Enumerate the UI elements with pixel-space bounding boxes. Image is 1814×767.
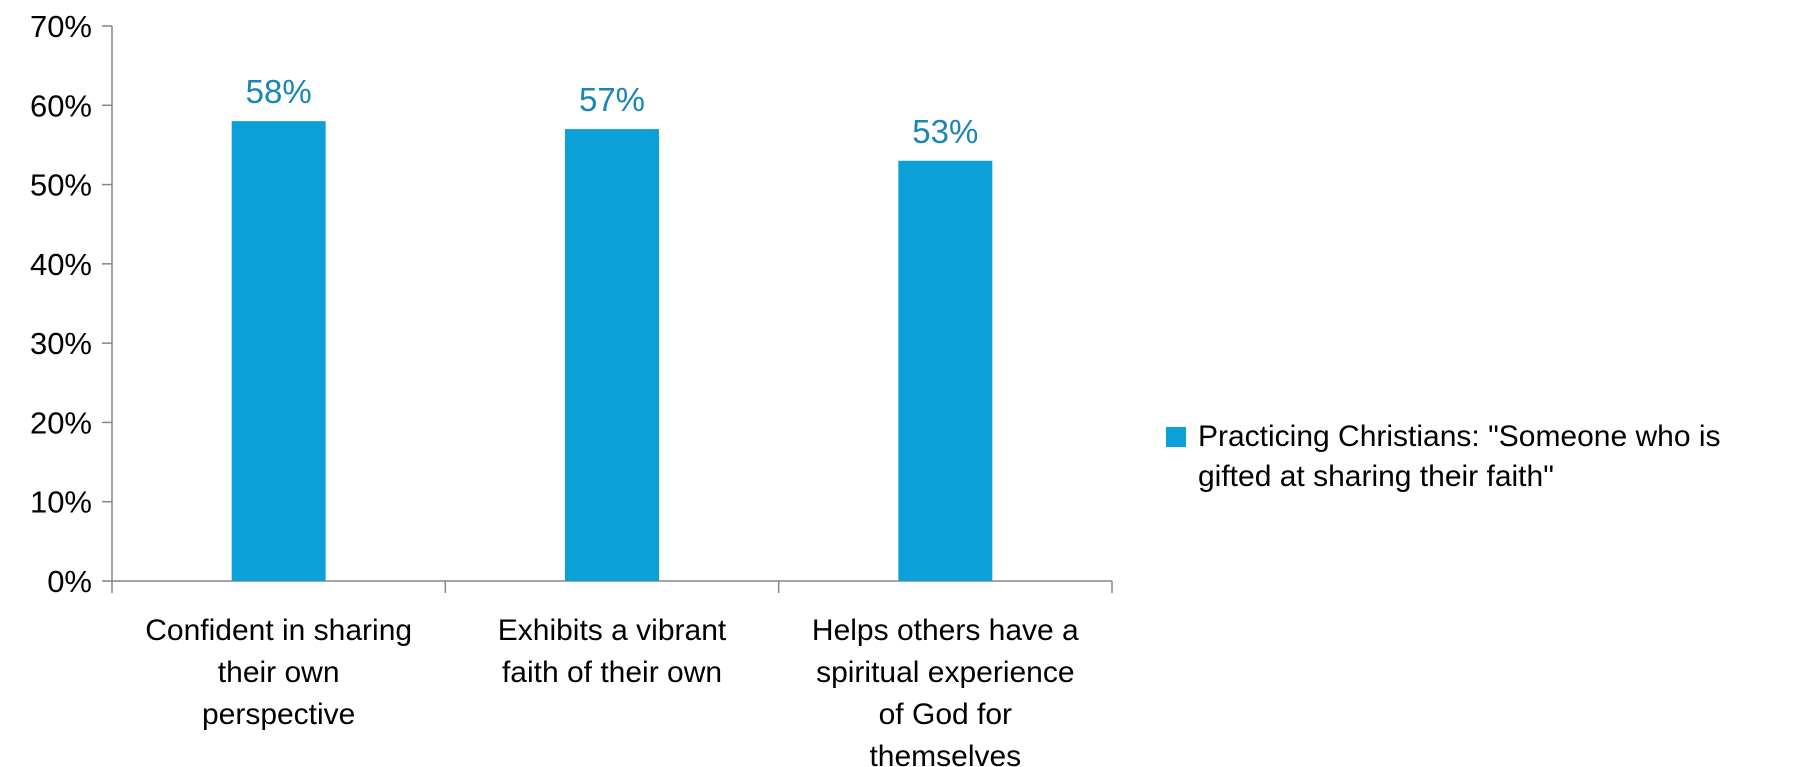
y-tick-label: 60% — [30, 88, 92, 123]
data-label: 53% — [912, 113, 978, 150]
y-tick-label: 70% — [30, 9, 92, 44]
bar — [565, 129, 659, 582]
x-axis — [111, 580, 1113, 593]
category-label: Helps others have a spiritual experience o… — [812, 614, 1079, 767]
data-labels: 58% 57% 53% — [246, 73, 979, 150]
y-tick-label: 40% — [30, 247, 92, 282]
data-label: 57% — [579, 81, 645, 118]
bar — [231, 121, 326, 582]
data-label: 58% — [246, 73, 312, 110]
category-labels: Confident in sharing their own perspective… — [145, 614, 1079, 767]
y-tick-label: 50% — [30, 168, 92, 203]
y-tick-label: 20% — [30, 405, 92, 440]
legend-label: Practicing Christians: "Someone who is gi… — [1198, 420, 1721, 493]
bar — [898, 160, 993, 582]
y-tick-label: 0% — [47, 564, 92, 599]
y-tick-label: 10% — [30, 485, 92, 520]
legend: Practicing Christians: "Someone who is gi… — [1166, 420, 1721, 493]
y-tick-label: 30% — [30, 326, 92, 361]
category-label: Confident in sharing their own perspective — [145, 614, 412, 731]
legend-swatch — [1166, 427, 1186, 447]
y-axis: 0% 10% 20% 30% 40% 50% 60% 70% — [30, 9, 113, 599]
category-label: Exhibits a vibrant faith of their own — [498, 614, 727, 689]
bars — [231, 121, 993, 582]
